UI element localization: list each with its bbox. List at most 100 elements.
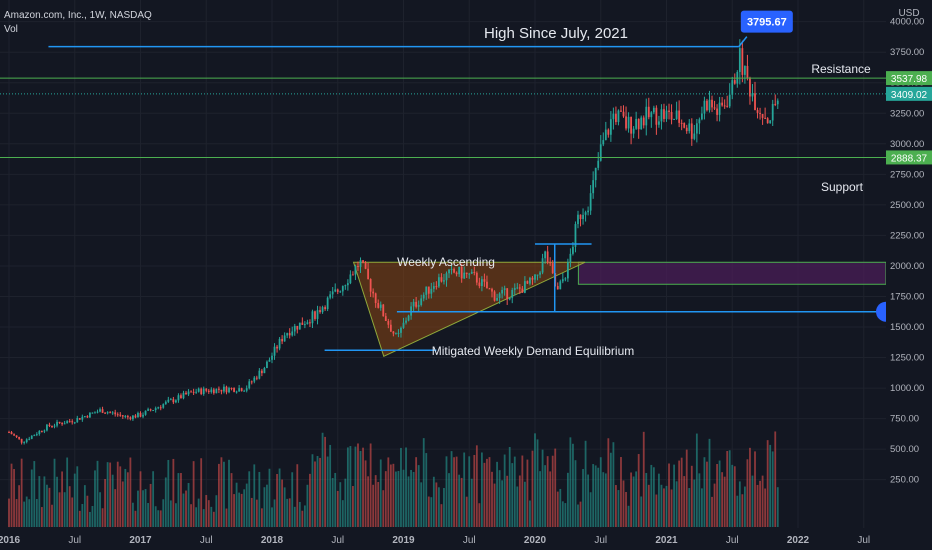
candle-body xyxy=(46,424,48,431)
volume-bar xyxy=(432,476,435,527)
volume-bar xyxy=(164,477,167,527)
candle-body xyxy=(754,93,756,111)
candle-body xyxy=(733,80,736,84)
high-callout-label: 3795.67 xyxy=(747,17,787,29)
volume-bar xyxy=(384,471,387,527)
volume-bar xyxy=(688,488,691,527)
candle-body xyxy=(309,322,311,324)
candle-body xyxy=(708,99,711,111)
volume-bar xyxy=(68,486,71,527)
candle-body xyxy=(615,113,617,123)
candle-body xyxy=(40,430,43,432)
volume-bar xyxy=(144,489,147,527)
candle-body xyxy=(78,418,81,420)
time-tick-label: Jul xyxy=(68,535,81,546)
candle-body xyxy=(688,123,691,132)
volume-bar xyxy=(640,496,643,527)
candle-body xyxy=(48,424,51,426)
volume-bar xyxy=(359,450,362,527)
candle-body xyxy=(200,388,203,394)
volume-bar xyxy=(766,440,769,527)
candle-body xyxy=(731,80,734,95)
volume-bar xyxy=(364,460,367,527)
time-tick-label: 2016 xyxy=(0,535,21,546)
volume-bar xyxy=(278,468,281,527)
candle-body xyxy=(665,110,668,119)
volume-bar xyxy=(569,437,572,527)
volume-bar xyxy=(66,457,69,527)
candle-body xyxy=(607,129,610,135)
volume-bar xyxy=(228,459,230,527)
candle-body xyxy=(349,274,352,284)
candle-body xyxy=(175,400,177,403)
volume-bar xyxy=(336,490,339,527)
candle-body xyxy=(627,116,630,129)
volume-bar xyxy=(344,478,347,527)
volume-bar xyxy=(230,473,233,527)
volume-bar xyxy=(81,503,84,527)
volume-bar xyxy=(271,507,273,527)
currency-label: USD xyxy=(898,8,919,19)
candle-body xyxy=(223,386,225,392)
volume-bar xyxy=(263,487,266,527)
candle-body xyxy=(68,421,71,423)
volume-bar xyxy=(339,482,342,527)
candle-body xyxy=(602,140,605,145)
candle-body xyxy=(20,438,23,443)
candle-body xyxy=(286,333,289,336)
candle-body xyxy=(182,392,185,399)
volume-bar xyxy=(556,491,559,527)
candle-body xyxy=(427,286,430,294)
candle-body xyxy=(235,391,238,393)
candle-body xyxy=(455,272,458,275)
volume-bar xyxy=(635,471,638,527)
volume-bar xyxy=(8,498,10,527)
candle-body xyxy=(253,377,256,382)
volume-bar xyxy=(463,452,466,527)
candle-body xyxy=(420,298,423,306)
volume-bar xyxy=(529,500,531,527)
candle-body xyxy=(248,381,251,389)
volume-bar xyxy=(518,475,521,527)
volume-bar xyxy=(367,476,369,527)
volume-bar xyxy=(609,452,612,527)
volume-bar xyxy=(187,483,190,527)
candle-body xyxy=(51,425,53,427)
volume-bar xyxy=(25,496,28,527)
candle-body xyxy=(109,412,112,414)
candle-body xyxy=(529,277,531,284)
volume-bar xyxy=(604,473,607,527)
volume-bar xyxy=(116,461,119,527)
volume-bar xyxy=(402,469,405,527)
volume-bar xyxy=(331,477,334,527)
volume-bar xyxy=(453,457,455,527)
candle-body xyxy=(716,108,718,115)
volume-bar xyxy=(584,440,587,527)
candle-body xyxy=(382,304,385,317)
candle-body xyxy=(291,331,294,336)
volume-bar xyxy=(726,451,729,527)
volume-bar xyxy=(235,482,238,527)
volume-bar xyxy=(83,485,86,527)
candle-body xyxy=(268,359,271,362)
volume-bar xyxy=(301,510,304,527)
volume-bar xyxy=(665,485,668,527)
volume-indicator-label[interactable]: Vol xyxy=(4,24,18,35)
candle-body xyxy=(63,423,66,425)
candle-body xyxy=(625,116,627,129)
volume-bar xyxy=(733,466,736,527)
volume-bar xyxy=(397,470,400,527)
candle-body xyxy=(210,389,213,393)
volume-bar xyxy=(675,481,678,527)
candle-body xyxy=(238,388,241,392)
time-tick-label: 2022 xyxy=(787,535,810,546)
volume-bar xyxy=(377,482,380,527)
candle-body xyxy=(124,416,127,418)
candle-body xyxy=(91,412,94,414)
candle-body xyxy=(620,110,622,112)
candle-body xyxy=(243,390,246,392)
candle-body xyxy=(617,110,620,123)
time-tick-label: Jul xyxy=(857,535,870,546)
volume-bar xyxy=(260,508,263,527)
